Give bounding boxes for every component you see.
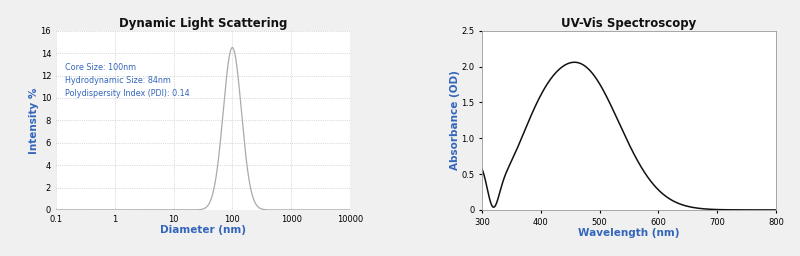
Y-axis label: Absorbance (OD): Absorbance (OD) [450,70,460,170]
Title: UV-Vis Spectroscopy: UV-Vis Spectroscopy [562,17,697,29]
Text: Core Size: 100nm
Hydrodynamic Size: 84nm
Polydispersity Index (PDI): 0.14: Core Size: 100nm Hydrodynamic Size: 84nm… [65,63,190,98]
Title: Dynamic Light Scattering: Dynamic Light Scattering [118,17,287,29]
Y-axis label: Intensity %: Intensity % [29,87,39,154]
X-axis label: Wavelength (nm): Wavelength (nm) [578,228,680,238]
X-axis label: Diameter (nm): Diameter (nm) [160,225,246,235]
